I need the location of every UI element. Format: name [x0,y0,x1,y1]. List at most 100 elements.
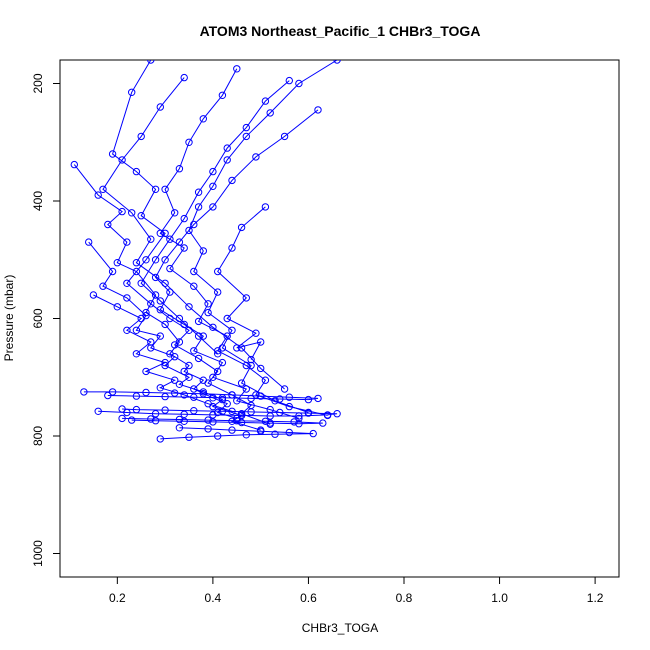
data-point [156,435,165,443]
data-point [276,395,284,403]
data-point [295,412,303,420]
data-point [70,160,79,169]
data-point [132,405,141,414]
data-point [218,394,227,402]
data-point [89,291,98,299]
data-point [237,223,246,232]
data-point [147,344,155,352]
data-point [151,417,160,425]
data-point [285,393,293,401]
x-tick-label: 0.2 [109,591,126,605]
data-point [166,288,174,296]
data-point [314,394,322,403]
data-point [295,79,303,88]
data-point [104,391,112,400]
data-point [156,332,165,340]
series-line [88,241,261,431]
data-point [156,229,165,238]
x-axis: 0.2 0.4 0.6 0.8 1.0 1.2 [109,577,604,605]
data-point [309,429,317,438]
y-tick-label: 1000 [31,540,45,567]
data-point [190,407,198,415]
data-point [128,88,136,97]
data-point [190,385,198,393]
data-point [304,395,313,404]
series-line [159,68,328,416]
data-point [304,409,313,417]
data-point [233,65,241,73]
data-point [247,394,255,403]
data-point [123,238,131,246]
data-point [285,428,293,437]
data-point [128,416,136,424]
data-point [180,320,188,329]
data-point [137,279,145,287]
data-point [247,361,255,370]
data-point [190,282,198,290]
data-point [132,326,141,334]
data-point [247,355,255,364]
data-point [204,425,212,433]
data-point [180,391,188,399]
data-point [156,103,165,111]
data-point [295,420,303,428]
data-point [252,153,260,161]
data-point [261,97,270,105]
data-point [218,344,227,352]
data-point [280,132,289,141]
data-point [237,379,246,387]
data-point [333,410,341,418]
data-point [161,279,169,287]
data-point [161,256,169,264]
data-point [166,264,174,273]
data-point [147,300,155,308]
data-point [123,326,131,334]
data-point [266,412,274,420]
data-point [237,411,246,420]
data-point [242,123,251,132]
data-point [199,247,208,255]
data-point [161,406,169,414]
data-point [118,207,126,216]
data-point [132,167,141,176]
data-point [333,60,341,64]
series-line [160,427,314,440]
data-point [228,417,236,425]
data-point [252,329,260,337]
data-point [180,244,188,252]
data-point [175,314,184,323]
data-point [233,344,241,352]
data-point [204,379,212,387]
y-tick-label: 800 [31,426,45,446]
data-point [228,176,236,185]
data-point [209,323,217,331]
data-point [319,419,327,427]
data-point [194,203,203,211]
data-point [218,91,227,100]
series-line [122,417,323,425]
data-point [280,385,289,393]
data-point [156,297,165,305]
data-point [228,244,236,252]
series-line [93,294,233,412]
data-point [199,390,208,398]
data-point [185,226,193,235]
series-line [83,391,319,401]
data-point [204,300,212,308]
data-point [185,373,193,381]
data-point [261,417,270,425]
data-point [104,220,112,229]
data-point [99,185,107,194]
data-point [171,209,179,217]
chart-title: ATOM3 Northeast_Pacific_1 CHBr3_TOGA [200,23,481,39]
data-point [99,282,107,290]
series-line [217,206,266,360]
plot-area [70,60,341,443]
data-point [261,203,270,211]
data-point [190,267,198,276]
data-point [147,338,155,346]
data-point [132,267,141,276]
data-point [214,267,222,276]
data-point [290,418,298,426]
data-point [271,397,279,405]
